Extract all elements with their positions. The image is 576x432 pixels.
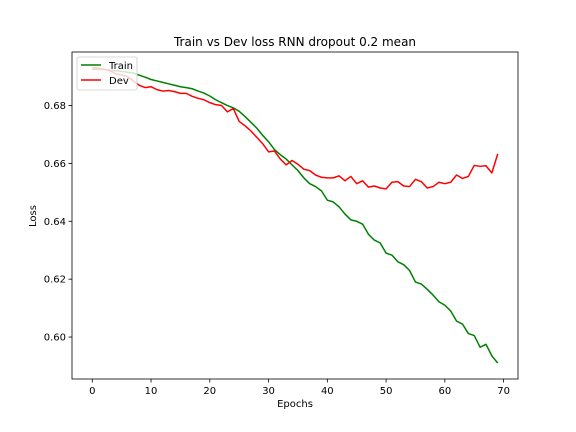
x-axis-ticks: 0 10 20 30 40 50 60 70: [89, 379, 510, 397]
x-tick-label: 40: [321, 386, 334, 397]
x-tick-label: 70: [497, 386, 510, 397]
series-line-train: [92, 68, 499, 364]
x-tick-label: 50: [380, 386, 393, 397]
legend: Train Dev: [76, 56, 138, 91]
y-axis-ticks: 0.60 0.62 0.64 0.66 0.68: [44, 101, 72, 344]
x-tick-label: 30: [262, 386, 275, 397]
legend-label-train: Train: [108, 61, 133, 72]
series-line-dev: [92, 67, 499, 190]
x-axis-label: Epochs: [277, 399, 313, 410]
legend-label-dev: Dev: [109, 76, 129, 87]
y-tick-label: 0.64: [44, 217, 66, 228]
y-tick-label: 0.68: [44, 101, 66, 112]
chart-title: Train vs Dev loss RNN dropout 0.2 mean: [173, 35, 416, 49]
series-group: [92, 67, 499, 364]
y-tick-label: 0.66: [44, 159, 66, 170]
y-axis-label: Loss: [28, 205, 39, 227]
y-tick-label: 0.62: [44, 275, 66, 286]
plot-area: [71, 51, 519, 380]
x-tick-label: 20: [203, 386, 216, 397]
x-tick-label: 60: [438, 386, 451, 397]
x-tick-label: 0: [89, 386, 95, 397]
y-tick-label: 0.60: [44, 333, 66, 344]
x-tick-label: 10: [145, 386, 158, 397]
